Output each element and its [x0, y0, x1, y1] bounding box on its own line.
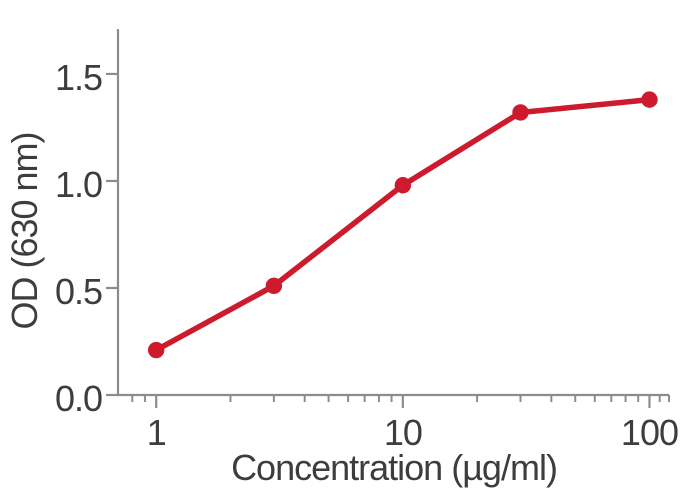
y-tick-label: 1.5	[55, 57, 102, 98]
x-tick-label: 10	[384, 412, 422, 453]
y-axis-title: OD (630 nm)	[4, 132, 45, 330]
y-tick-label: 0.5	[55, 271, 102, 312]
x-tick-label: 100	[621, 412, 678, 453]
data-point	[148, 341, 165, 359]
x-axis-title: Concentration (µg/ml)	[231, 447, 558, 488]
x-tick-label: 1	[147, 412, 166, 453]
y-tick-label: 1.0	[55, 164, 102, 205]
y-tick-label: 0.0	[55, 378, 102, 419]
data-point	[512, 104, 529, 121]
series-line	[153, 96, 653, 353]
data-point	[641, 91, 658, 108]
data-point	[394, 177, 412, 194]
data-point	[265, 277, 283, 295]
